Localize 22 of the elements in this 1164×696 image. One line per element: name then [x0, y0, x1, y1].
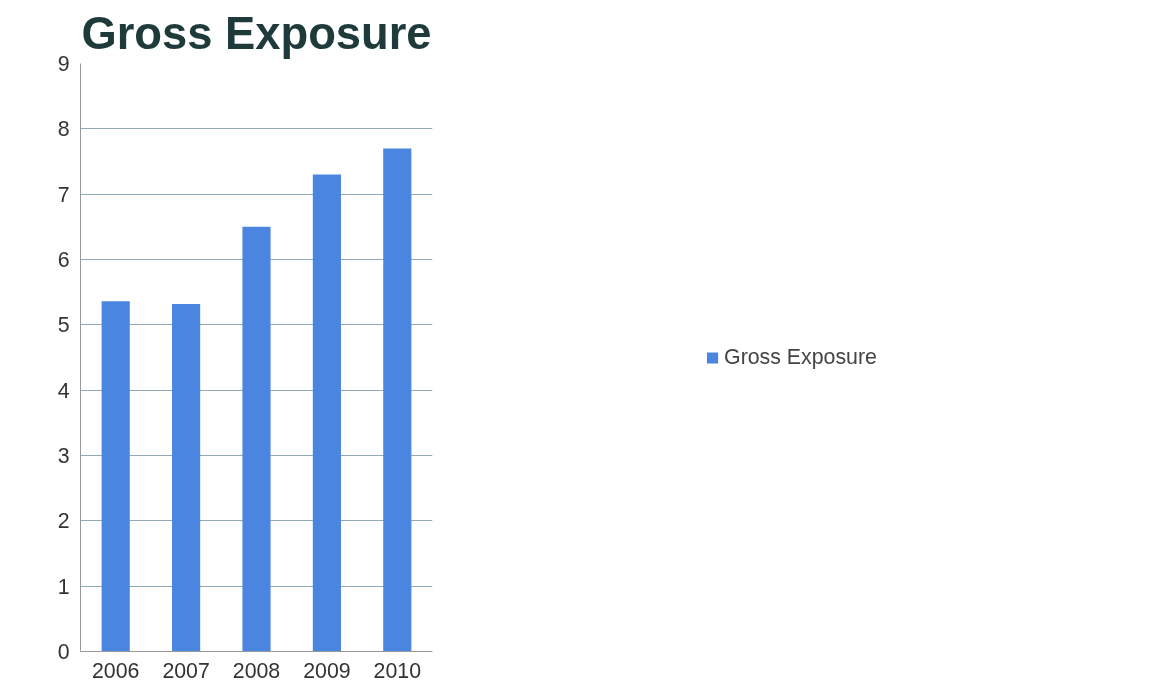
- y-tick-label: 8: [57, 117, 70, 142]
- x-tick-label: 2010: [373, 658, 422, 683]
- chart-title: Gross Exposure: [81, 7, 432, 59]
- bar: [172, 303, 201, 652]
- x-tick-label: 2007: [162, 658, 210, 683]
- y-tick-label: 4: [57, 378, 70, 403]
- y-tick-label: 1: [57, 574, 70, 599]
- bar: [101, 301, 130, 652]
- y-tick-label: 3: [57, 444, 70, 468]
- y-tick-label: 7: [57, 182, 70, 207]
- y-tick-label: 6: [57, 248, 70, 272]
- bar: [383, 148, 412, 652]
- legend-label: Gross Exposure: [724, 344, 877, 370]
- x-tick-label: 2009: [303, 658, 351, 683]
- x-tick-label: 2008: [232, 658, 281, 683]
- y-tick-label: 5: [57, 313, 70, 338]
- x-tick-label: 2006: [91, 658, 140, 683]
- y-tick-label: 9: [57, 52, 70, 76]
- bar: [242, 226, 271, 652]
- bar: [312, 174, 341, 652]
- y-tick-label: 0: [57, 640, 70, 664]
- y-tick-label: 2: [57, 509, 70, 534]
